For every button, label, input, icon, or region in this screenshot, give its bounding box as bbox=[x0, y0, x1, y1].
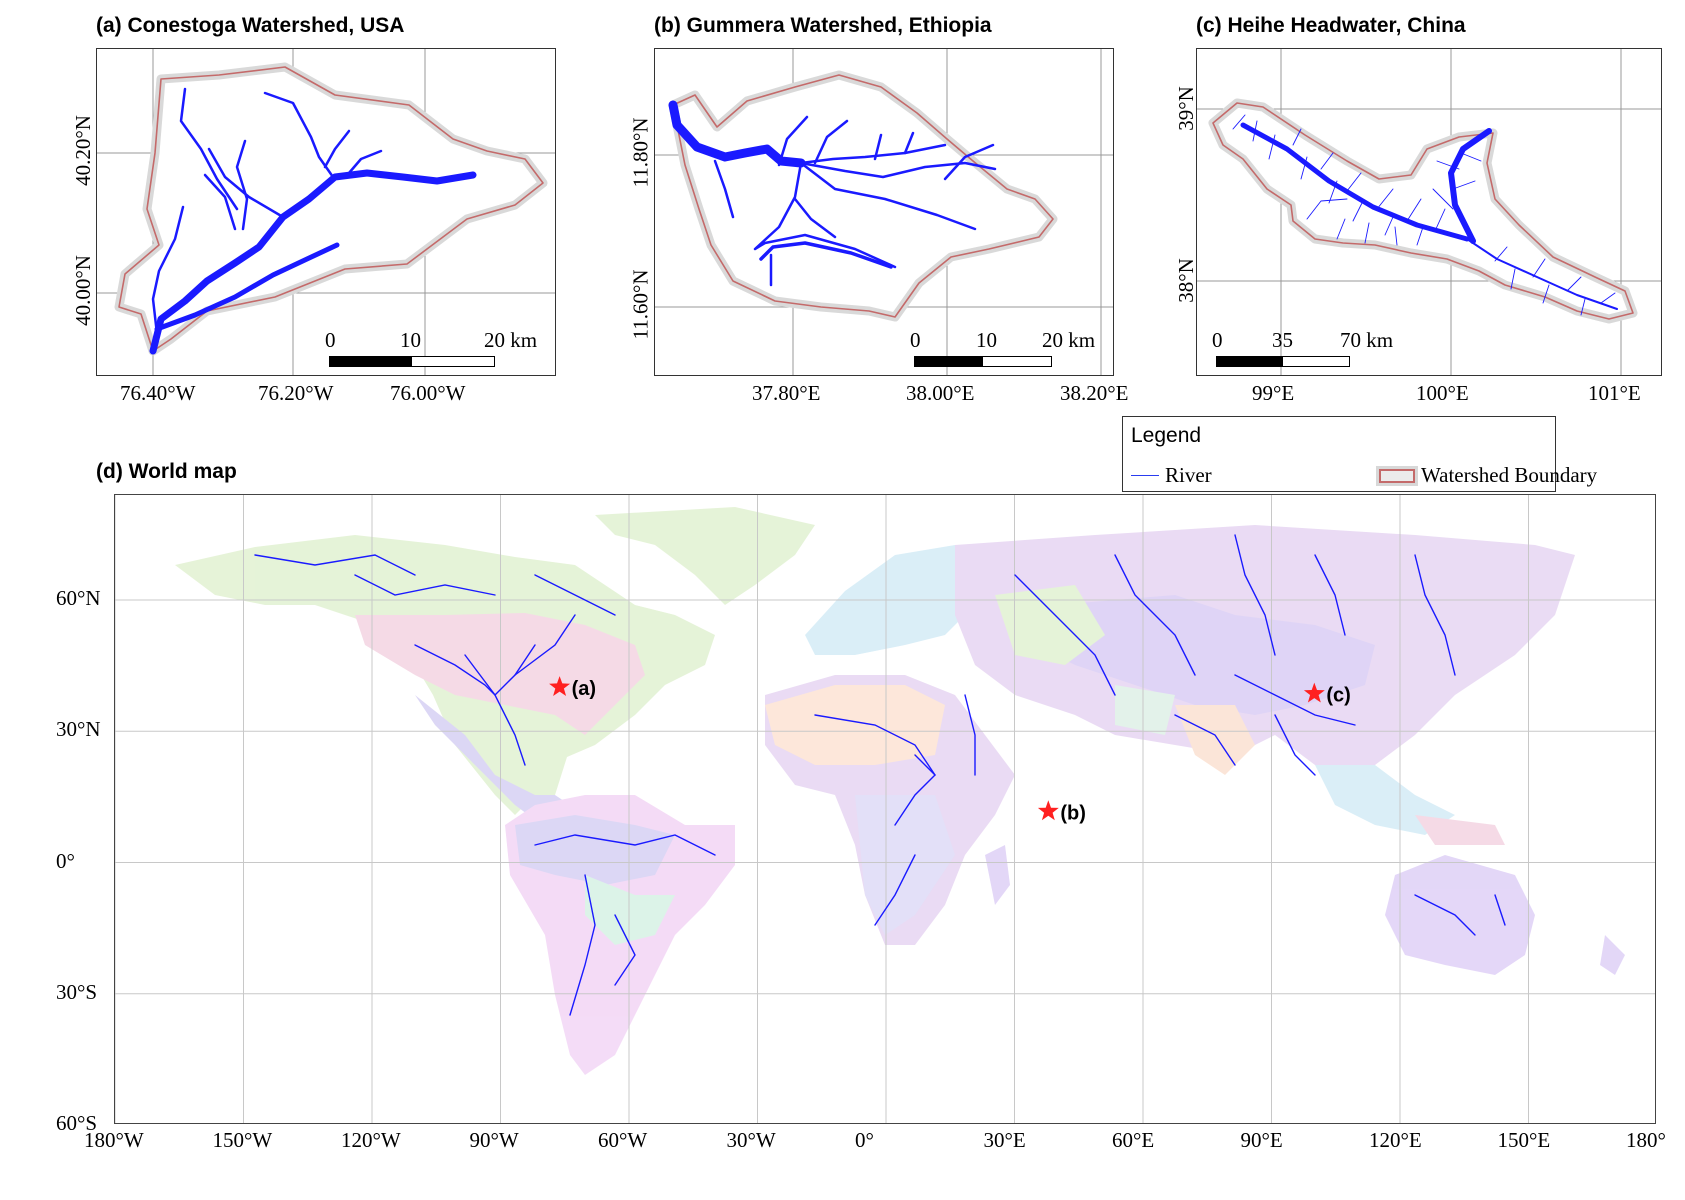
panel-b-ytick-2: 11.60°N bbox=[628, 269, 653, 340]
location-star-icon bbox=[1303, 682, 1325, 703]
panel-b-scale-10: 10 bbox=[976, 328, 997, 352]
location-star-icon bbox=[1037, 800, 1059, 821]
panel-a-ytick-2: 40.00°N bbox=[70, 255, 95, 326]
location-star-icon bbox=[549, 676, 571, 696]
panel-a-scale-bar bbox=[329, 356, 495, 367]
panel-c-xtick-1: 99°E bbox=[1252, 381, 1295, 405]
river-line-icon bbox=[1131, 475, 1159, 476]
panel-c-xtick-2: 100°E bbox=[1416, 381, 1469, 405]
panel-a-title: (a) Conestoga Watershed, USA bbox=[96, 14, 405, 37]
legend-boundary-label: Watershed Boundary bbox=[1421, 463, 1598, 487]
legend: Legend River Watershed Boundary bbox=[1122, 416, 1597, 492]
location-marker-label: (b) bbox=[1060, 802, 1086, 824]
panel-c-ytick-2: 38°N bbox=[1173, 258, 1198, 303]
world-xtick: 30°W bbox=[726, 1128, 776, 1152]
panel-c-scale-70: 70 km bbox=[1340, 328, 1394, 352]
world-xtick: 60°E bbox=[1112, 1128, 1155, 1152]
panel-a-map bbox=[96, 48, 556, 376]
world-xtick: 0° bbox=[855, 1128, 874, 1152]
panel-a-scale-0: 0 bbox=[325, 328, 336, 352]
world-xtick: 90°W bbox=[469, 1128, 519, 1152]
panel-d-title: (d) World map bbox=[96, 460, 237, 483]
world-ytick: 60°N bbox=[56, 586, 101, 610]
world-xtick: 60°W bbox=[598, 1128, 648, 1152]
legend-boundary: Watershed Boundary bbox=[1379, 463, 1597, 488]
world-map: (a) (b) (c) bbox=[114, 494, 1656, 1124]
world-xtick: 120°E bbox=[1369, 1128, 1422, 1152]
panel-c-scale-bar bbox=[1216, 356, 1350, 367]
panel-b-title: (b) Gummera Watershed, Ethiopia bbox=[654, 14, 992, 37]
panel-c-title: (c) Heihe Headwater, China bbox=[1196, 14, 1466, 37]
panel-b-scale-20: 20 km bbox=[1042, 328, 1096, 352]
panel-b-xtick-2: 38.00°E bbox=[906, 381, 975, 405]
world-ytick: 60°S bbox=[56, 1111, 98, 1135]
location-marker-label: (c) bbox=[1326, 685, 1350, 707]
world-ytick: 30°N bbox=[56, 717, 101, 742]
world-xtick: 180° bbox=[1626, 1128, 1666, 1152]
panel-a-xtick-2: 76.20°W bbox=[258, 381, 334, 405]
legend-title: Legend bbox=[1131, 424, 1202, 447]
panel-b-ytick-1: 11.80°N bbox=[628, 117, 653, 188]
panel-a-scale-10: 10 bbox=[400, 328, 421, 352]
location-marker-label: (a) bbox=[572, 678, 596, 700]
panel-a-xtick-1: 76.40°W bbox=[120, 381, 196, 405]
legend-river-label: River bbox=[1165, 463, 1212, 487]
world-xtick: 90°E bbox=[1240, 1128, 1283, 1152]
panel-b-scale-bar bbox=[914, 356, 1052, 367]
panel-c-ytick-1: 39°N bbox=[1173, 86, 1198, 131]
legend-river: River bbox=[1131, 463, 1212, 488]
panel-c-scale-0: 0 bbox=[1212, 328, 1223, 352]
panel-c-xtick-3: 101°E bbox=[1588, 381, 1641, 405]
panel-b-xtick-3: 38.20°E bbox=[1060, 381, 1129, 405]
world-ytick: 0° bbox=[56, 848, 75, 873]
panel-c-map bbox=[1196, 48, 1662, 376]
panel-b-scale-0: 0 bbox=[910, 328, 921, 352]
panel-c-scale-35: 35 bbox=[1272, 328, 1293, 352]
panel-a-scale-20: 20 km bbox=[484, 328, 538, 352]
panel-a-xtick-3: 76.00°W bbox=[390, 381, 466, 405]
world-ytick: 30°S bbox=[56, 979, 98, 1004]
world-xtick: 30°E bbox=[983, 1128, 1026, 1152]
world-xtick: 150°W bbox=[212, 1128, 273, 1152]
panel-b-xtick-1: 37.80°E bbox=[752, 381, 821, 405]
world-xtick: 120°W bbox=[341, 1128, 401, 1152]
world-xtick: 180°W bbox=[84, 1128, 144, 1152]
panel-a-ytick-1: 40.20°N bbox=[70, 115, 95, 186]
world-xtick: 150°E bbox=[1497, 1128, 1551, 1152]
panel-b-map bbox=[654, 48, 1114, 376]
boundary-box-icon bbox=[1379, 468, 1415, 483]
